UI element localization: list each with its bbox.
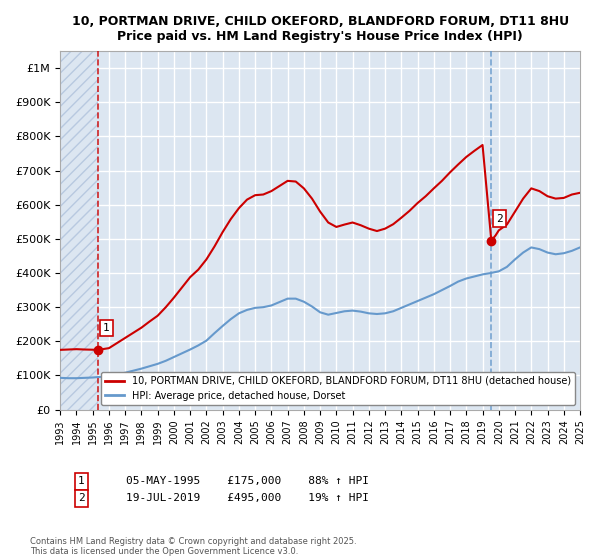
Bar	[60, 51, 98, 409]
Text: 1: 1	[103, 323, 110, 333]
Text: Contains HM Land Registry data © Crown copyright and database right 2025.
This d: Contains HM Land Registry data © Crown c…	[30, 537, 356, 557]
Legend: 10, PORTMAN DRIVE, CHILD OKEFORD, BLANDFORD FORUM, DT11 8HU (detached house), HP: 10, PORTMAN DRIVE, CHILD OKEFORD, BLANDF…	[101, 372, 575, 405]
Title: 10, PORTMAN DRIVE, CHILD OKEFORD, BLANDFORD FORUM, DT11 8HU
Price paid vs. HM La: 10, PORTMAN DRIVE, CHILD OKEFORD, BLANDF…	[71, 15, 569, 43]
Text: 05-MAY-1995    £175,000    88% ↑ HPI: 05-MAY-1995 £175,000 88% ↑ HPI	[126, 477, 369, 487]
Text: 19-JUL-2019    £495,000    19% ↑ HPI: 19-JUL-2019 £495,000 19% ↑ HPI	[126, 493, 369, 503]
Text: 2: 2	[496, 214, 503, 224]
Text: 1: 1	[78, 477, 85, 487]
Text: 2: 2	[78, 493, 85, 503]
